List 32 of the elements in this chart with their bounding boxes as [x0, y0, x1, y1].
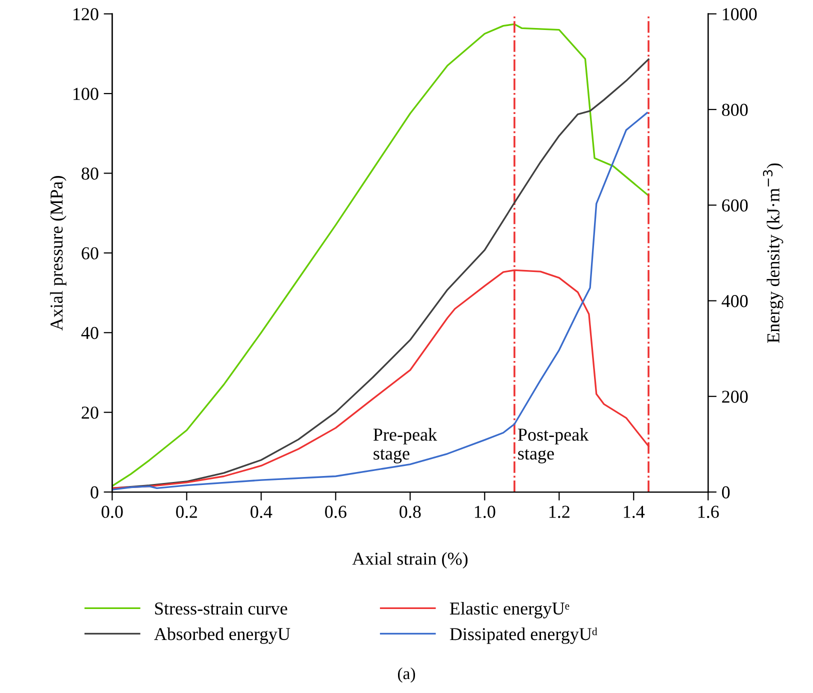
y2-tick-label: 1000 [722, 8, 757, 20]
y-tick-label: 0 [90, 486, 98, 498]
y-tick-label: 60 [82, 247, 98, 260]
x-tick-label: 1.6 [698, 506, 719, 518]
y-tick-label: 40 [81, 326, 98, 340]
y-tick-label: 80 [82, 168, 98, 180]
x-tick-label: 0.6 [325, 506, 346, 518]
annotation: Pre-peak stage [373, 428, 438, 464]
x-tick-label: 1.2 [549, 506, 570, 518]
x-tick-label: 0.4 [250, 506, 272, 518]
y-tick-label: 120 [74, 8, 98, 20]
y-axis-title: Axial pressure (MPa) [50, 176, 66, 330]
x-tick-label: 1.4 [624, 506, 645, 518]
x-tick-label: 1.0 [474, 506, 496, 518]
x-tick-label: 0.8 [400, 506, 421, 518]
legend-label: Stress-strain curve [155, 602, 288, 615]
annotation: Post-peak stage [518, 428, 589, 464]
y2-tick-label: 800 [722, 104, 748, 116]
x-axis-title: Axial strain (%) [352, 552, 468, 569]
legend-label: Elastic energyUᵉ [450, 602, 570, 618]
legend-label: Absorbed energyU [154, 627, 290, 644]
y2-tick-label: 400 [722, 295, 748, 308]
y2-tick-label: 0 [722, 486, 730, 498]
legend-label: Dissipated energyUᵈ [450, 628, 598, 644]
y-tick-label: 100 [74, 88, 98, 100]
x-tick-label: 0.2 [176, 506, 197, 518]
y-tick-label: 20 [82, 406, 98, 419]
text: (a) [398, 667, 416, 683]
x-tick-label: 0.0 [102, 506, 123, 518]
y2-tick-label: 600 [722, 199, 748, 212]
y2-tick-label: 200 [722, 390, 748, 403]
y2-axis-title: Energy density (kJ·m$^{−3}$) [762, 163, 784, 343]
